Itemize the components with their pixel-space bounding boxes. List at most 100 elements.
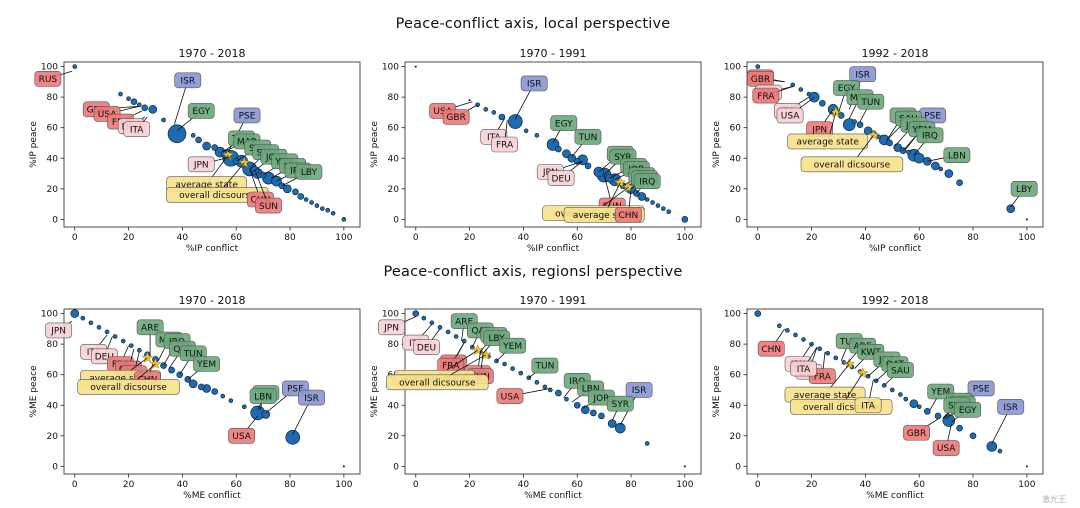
annotation-box [787,133,869,150]
y-tick-label: 20 [47,185,59,195]
data-point [502,361,507,367]
star-marker [141,351,154,363]
y-tick-label: 60 [47,371,59,381]
data-point [498,113,506,121]
x-tick-label: 80 [967,233,979,243]
data-point [314,203,320,208]
annotation-label: EGY [555,119,573,129]
y-tick-label: 80 [730,340,742,350]
x-tick-label: 80 [284,480,296,490]
annotation-label: CHN [761,345,781,355]
data-point [80,315,86,321]
y-axis-label: %IP peace [370,121,380,168]
y-tick-label: 40 [730,401,742,411]
data-point [555,145,562,153]
annotation-label: IRQ [639,177,655,187]
data-point [341,217,347,222]
annotation-label: LBN [254,392,272,402]
annotation-label: TUN [535,362,555,372]
y-tick-label: 100 [724,310,741,320]
y-tick-label: 100 [41,63,58,73]
annotation-box [849,66,877,83]
annotation-label: ISR [527,80,542,90]
watermark: 激光王 [1042,495,1066,504]
data-point [863,126,873,136]
x-tick-label: 60 [571,233,583,243]
annotation-box [943,147,971,163]
data-point [986,441,998,452]
annotation-label: FRA [757,92,775,102]
y-tick-label: 0 [52,462,58,472]
star-marker [238,156,251,168]
y-axis-label: %IP peace [712,121,722,168]
y-tick-label: 80 [730,93,742,103]
annotation-label: ITA [861,401,875,411]
data-point [429,320,435,326]
data-point [241,404,247,410]
data-point [534,133,540,138]
annotation-label: KWT [861,348,881,358]
annotation-label: YEM [196,360,216,370]
annotation-label: ISR [304,394,319,404]
x-tick-label: 0 [755,480,761,490]
annotation-box [916,127,944,144]
data-point [755,64,761,69]
annotation-box [903,424,930,441]
data-point [650,200,655,205]
data-point [934,412,942,420]
data-point [598,412,605,420]
annotation-box [249,388,277,404]
data-point [518,370,524,376]
annotation-box [790,360,817,377]
annotation-label: average state [794,391,857,401]
y-tick-label: 100 [382,63,399,73]
data-point [1025,218,1028,221]
data-point [806,91,812,97]
data-point [798,87,804,92]
annotation-box [496,388,524,404]
x-axis-label: %ME conflict [183,491,241,501]
data-point [202,141,211,151]
y-tick-label: 40 [47,154,59,164]
data-point [913,152,925,164]
data-point [819,99,826,107]
annotation-label: PSE [924,112,941,122]
annotation-box [123,121,151,138]
chart-title: 1970 - 1991 [520,294,587,307]
x-tick-label: 60 [230,480,242,490]
annotation-label: DEU [551,174,570,184]
annotation-box [174,72,202,89]
y-tick-label: 80 [388,340,400,350]
annotation-label: IRQ [922,132,938,142]
star-marker [856,366,869,379]
chart-title: 1992 - 2018 [862,294,929,307]
y-axis-label: %ME peace [29,365,39,418]
y-tick-label: 80 [47,93,59,103]
x-tick-label: 0 [413,233,419,243]
annotation-label: LBY [488,334,505,344]
x-tick-label: 0 [413,480,419,490]
data-point [72,64,78,69]
data-point [666,209,672,215]
data-point [96,325,102,330]
chart-ip-1970-1991: 1970 - 1991 %IP conflict %IP peace 0 20 40 60 8… [370,47,702,254]
data-point [70,309,80,318]
annotation-label: ISR [855,70,870,80]
annotation-label: PSE [287,385,304,395]
annotation-label: overall dicsourse [399,379,476,389]
annotation-box [193,356,221,372]
y-tick-label: 40 [388,401,400,411]
annotation-label: ARE [455,317,473,327]
data-point [567,153,577,163]
annotation-box [967,380,995,397]
data-point [969,432,977,440]
x-tick-label: 40 [860,233,872,243]
data-point [683,465,686,468]
data-point [817,346,822,352]
x-tick-label: 80 [967,480,979,490]
annotation-label: DEU [417,343,436,353]
x-axis-label: %ME conflict [524,491,582,501]
annotation-label: SYR [612,400,629,410]
y-tick-label: 60 [730,124,742,134]
row-title-regional: Peace-conflict axis, regionsl perspectiv… [383,264,683,280]
